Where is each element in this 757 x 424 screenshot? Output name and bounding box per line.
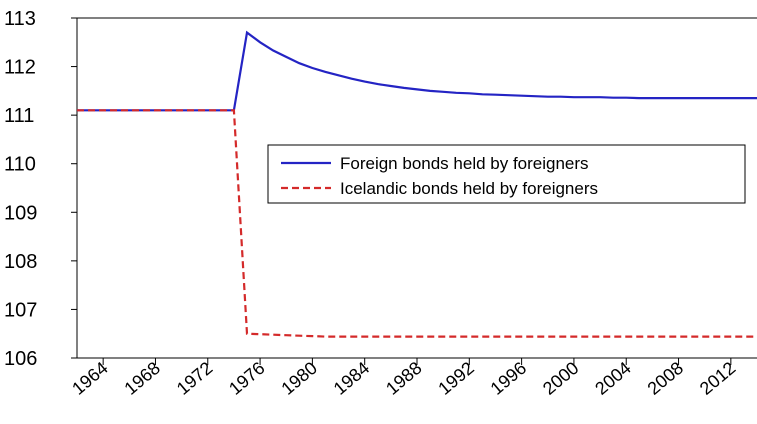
x-tick-label: 2012 — [696, 358, 740, 399]
y-tick-label: 107 — [4, 299, 37, 321]
x-tick-label: 2004 — [591, 358, 635, 399]
x-tick-label: 1976 — [225, 358, 269, 399]
legend-label: Foreign bonds held by foreigners — [340, 154, 589, 173]
x-tick-label: 1980 — [277, 358, 321, 399]
x-tick-label: 1984 — [330, 358, 374, 399]
x-tick-label: 2008 — [644, 358, 688, 399]
y-tick-label: 113 — [4, 8, 36, 30]
legend-box — [267, 144, 746, 204]
y-tick-label: 109 — [4, 202, 37, 224]
legend-label: Icelandic bonds held by foreigners — [340, 179, 598, 198]
y-tick-label: 106 — [4, 348, 37, 370]
x-tick-label: 1968 — [120, 358, 164, 399]
x-tick-label: 1964 — [68, 358, 112, 399]
x-tick-label: 1988 — [382, 358, 426, 399]
series-line — [77, 30, 757, 112]
series-line — [77, 109, 757, 338]
x-tick-label: 1992 — [434, 358, 478, 399]
y-tick-label: 112 — [4, 57, 36, 79]
x-tick-label: 1972 — [173, 358, 217, 399]
x-tick-label: 1996 — [487, 358, 531, 399]
y-tick-label: 111 — [4, 105, 34, 127]
y-tick-label: 108 — [4, 251, 37, 273]
y-tick-label: 110 — [4, 154, 36, 176]
x-tick-label: 2000 — [539, 358, 583, 399]
